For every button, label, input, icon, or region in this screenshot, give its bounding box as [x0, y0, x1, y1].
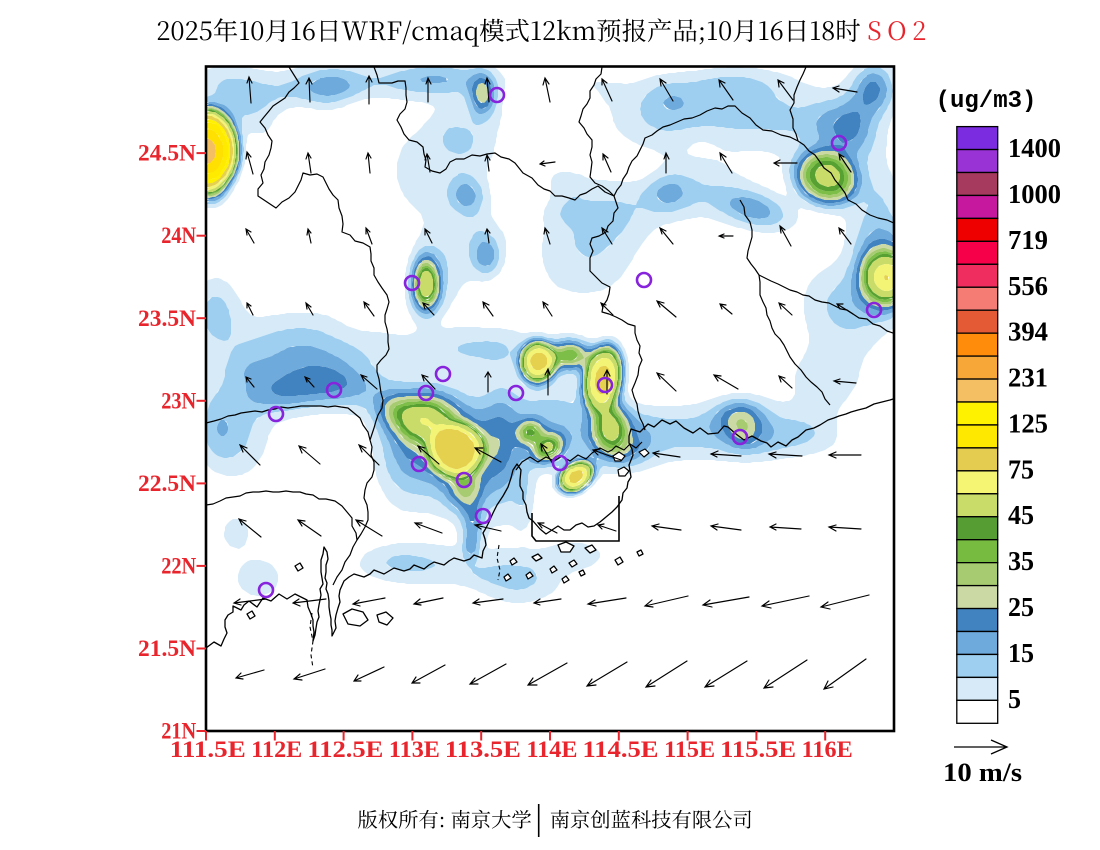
svg-text:394: 394	[1008, 317, 1048, 347]
svg-text:22N: 22N	[161, 553, 196, 579]
svg-text:25: 25	[1008, 592, 1034, 622]
svg-text:115.5E: 115.5E	[720, 737, 796, 763]
svg-text:35: 35	[1008, 546, 1034, 576]
svg-text:1000: 1000	[1008, 179, 1061, 209]
svg-text:(ug/m3): (ug/m3)	[936, 88, 1037, 115]
svg-text:231: 231	[1008, 363, 1048, 393]
svg-text:15: 15	[1008, 638, 1034, 668]
svg-text:115E: 115E	[664, 737, 715, 763]
svg-text:116E: 116E	[802, 737, 853, 763]
svg-text:113.5E: 113.5E	[445, 737, 521, 763]
svg-text:112.5E: 112.5E	[307, 737, 383, 763]
svg-text:114E: 114E	[527, 737, 578, 763]
svg-text:556: 556	[1008, 271, 1048, 301]
svg-text:112E: 112E	[251, 737, 302, 763]
svg-text:10 m/s: 10 m/s	[943, 758, 1022, 787]
svg-text:22.5N: 22.5N	[138, 471, 196, 497]
svg-text:24.5N: 24.5N	[138, 141, 196, 167]
svg-text:719: 719	[1008, 225, 1048, 255]
svg-text:23.5N: 23.5N	[138, 306, 196, 332]
svg-text:113E: 113E	[389, 737, 440, 763]
svg-text:45: 45	[1008, 500, 1034, 530]
svg-text:75: 75	[1008, 454, 1034, 484]
svg-text:23N: 23N	[161, 388, 196, 414]
svg-text:24N: 24N	[161, 223, 196, 249]
svg-text:1400: 1400	[1008, 133, 1061, 163]
svg-text:21N: 21N	[161, 719, 196, 745]
svg-text:111.5E: 111.5E	[170, 737, 246, 763]
svg-text:125: 125	[1008, 408, 1048, 438]
svg-text:114.5E: 114.5E	[583, 737, 659, 763]
svg-text:5: 5	[1008, 684, 1021, 714]
svg-text:21.5N: 21.5N	[138, 636, 196, 662]
